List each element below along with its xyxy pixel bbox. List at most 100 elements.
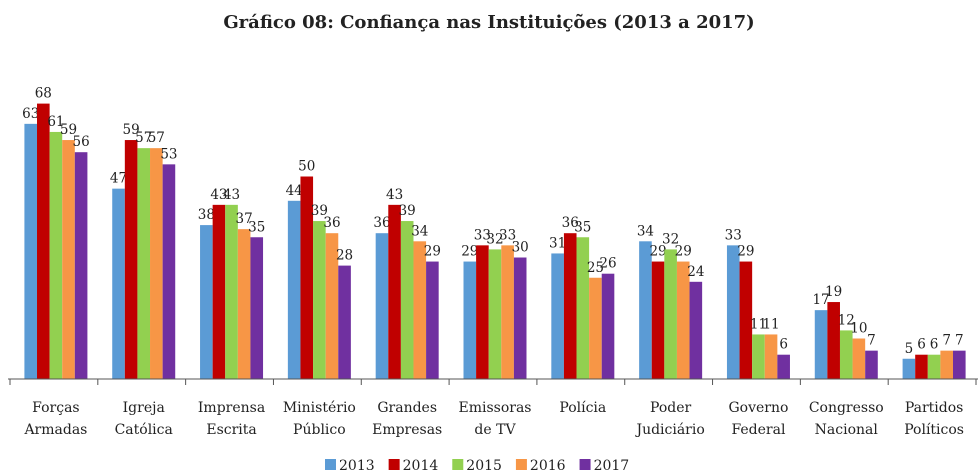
bar (927, 354, 941, 379)
bar (426, 261, 439, 379)
value-label: 26 (599, 256, 616, 272)
bar (124, 140, 138, 379)
value-label: 30 (512, 240, 529, 256)
x-tick-label: Emissoras de TV (459, 400, 532, 438)
value-label: 53 (160, 146, 177, 162)
legend-label: 2016 (530, 458, 566, 474)
x-tick-label: Imprensa Escrita (198, 400, 265, 438)
bar (689, 281, 703, 379)
value-label: 68 (35, 86, 52, 102)
value-label: 32 (662, 231, 679, 247)
bar (74, 152, 88, 379)
value-label: 29 (649, 244, 666, 260)
x-tick-label: Partidos Políticos (904, 400, 964, 438)
bar (902, 358, 916, 379)
bar (852, 338, 866, 379)
bar (300, 176, 314, 379)
value-label: 10 (850, 321, 867, 337)
bar (200, 225, 213, 379)
x-tick-label: Poder Judiciário (634, 400, 704, 438)
bar (563, 233, 577, 379)
bar (639, 241, 652, 379)
legend-swatch (388, 459, 400, 470)
bar (49, 131, 63, 379)
value-label: 63 (22, 106, 39, 122)
bar (325, 233, 339, 379)
bar (676, 261, 690, 379)
value-label: 56 (73, 134, 90, 150)
value-label: 34 (637, 223, 654, 239)
bar (212, 204, 226, 379)
value-label: 33 (474, 227, 491, 243)
bar (338, 265, 351, 379)
value-label: 29 (675, 244, 692, 260)
value-label: 57 (135, 130, 152, 146)
bar (413, 241, 427, 379)
value-label: 7 (867, 333, 876, 349)
x-tick-label: Grandes Empresas (372, 400, 442, 438)
value-label: 31 (549, 235, 566, 251)
bar (250, 237, 264, 379)
bar (601, 273, 615, 379)
bar (488, 249, 502, 379)
x-tick-label: Congresso Nacional (809, 400, 884, 438)
x-tick-label: Forças Armadas (23, 400, 87, 438)
legend-swatch (579, 459, 591, 470)
bar (651, 261, 665, 379)
bar (664, 249, 677, 379)
bar (388, 204, 401, 379)
bar (162, 164, 176, 379)
legend-label: 2015 (466, 458, 502, 474)
value-label: 32 (486, 231, 503, 247)
bar (752, 334, 765, 379)
value-label: 29 (461, 244, 478, 260)
legend: 2013 2014 2015 2016 2017 (325, 458, 629, 474)
value-label: 50 (298, 159, 315, 175)
bar (37, 103, 50, 379)
value-label: 59 (123, 122, 140, 138)
value-label: 59 (60, 122, 77, 138)
value-label: 11 (762, 316, 779, 332)
x-tick-label: Ministério Público (283, 400, 356, 438)
bar (150, 148, 163, 379)
legend-swatch (515, 459, 527, 470)
bar (513, 257, 527, 379)
value-label: 36 (562, 215, 579, 231)
chart-title: Gráfico 08: Confiança nas Instituições (… (223, 12, 754, 33)
value-label: 7 (942, 333, 951, 349)
bar (501, 245, 514, 379)
bar (62, 140, 75, 379)
bar (375, 233, 389, 379)
value-label: 44 (286, 183, 303, 199)
x-tick-label: Governo Federal (728, 400, 788, 438)
bar (814, 310, 828, 379)
bar (839, 330, 853, 379)
bar (952, 350, 966, 379)
value-label: 36 (373, 215, 390, 231)
value-label: 34 (411, 223, 428, 239)
bar (739, 261, 753, 379)
value-label: 43 (386, 187, 403, 203)
value-label: 7 (955, 333, 964, 349)
x-tick-label: Polícia (559, 400, 606, 416)
legend-swatch (325, 459, 336, 470)
value-label: 37 (236, 211, 253, 227)
bar (400, 221, 414, 379)
bar (476, 245, 489, 379)
bar (287, 200, 301, 379)
x-tick-label: Igreja Católica (115, 400, 173, 438)
value-label: 61 (47, 114, 64, 130)
value-label: 6 (917, 337, 926, 353)
value-label: 57 (148, 130, 165, 146)
legend-label: 2017 (594, 458, 630, 474)
bar (551, 253, 564, 379)
value-label: 12 (838, 312, 855, 328)
bar (463, 261, 477, 379)
value-label: 38 (198, 207, 215, 223)
value-label: 11 (750, 316, 767, 332)
bar (589, 277, 602, 379)
bar (237, 229, 251, 379)
value-label: 33 (499, 227, 516, 243)
value-label: 28 (336, 248, 353, 264)
